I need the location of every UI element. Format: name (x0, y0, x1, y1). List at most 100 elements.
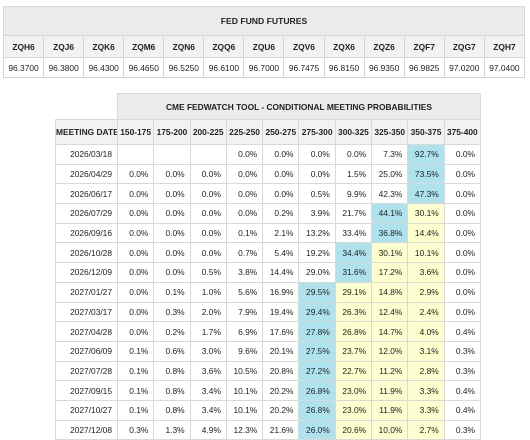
probability-cell: 25.0% (371, 163, 409, 185)
probability-cell: 10.1% (225, 380, 264, 401)
probability-cell: 20.2% (262, 380, 300, 401)
probability-cell: 0.6% (153, 340, 191, 362)
meeting-date: 2027/04/28 (55, 321, 118, 342)
probability-cell: 6.9% (225, 321, 264, 342)
futures-contract-row: ZQH6 ZQJ6 ZQK6 ZQM6 ZQN6 ZQQ6 ZQU6 ZQV6 ZQX6 ZQZ6… (2, 35, 526, 58)
probability-cell: 7.9% (225, 301, 264, 323)
contract-code: ZQG7 (443, 35, 485, 58)
probability-cell: 29.4% (298, 301, 336, 323)
fed-fund-futures-table: FED FUND FUTURES ZQH6 ZQJ6 ZQK6 ZQM6 ZQN6 ZQQ… (2, 6, 526, 78)
probability-cell: 0.0% (443, 281, 482, 303)
probability-cell: 20.2% (262, 399, 300, 421)
probability-cell: 5.6% (225, 281, 264, 303)
probability-cell: 30.1% (371, 242, 409, 264)
probability-cell: 27.2% (298, 360, 336, 382)
probability-cell: 10.1% (407, 242, 445, 264)
probability-cell: 12.0% (371, 340, 409, 362)
probability-cell: 2.8% (407, 360, 445, 382)
meeting-row: 2027/03/17 0.0% 0.3% 2.0% 7.9% 19.4% 29.4% 26.3… (55, 301, 482, 323)
probability-cell: 17.6% (262, 321, 300, 342)
meeting-date: 2026/09/16 (55, 222, 118, 244)
probability-cell: 2.9% (407, 281, 445, 303)
probability-cell: 0.1% (116, 360, 155, 382)
meeting-row: 2026/12/09 0.0% 0.0% 0.5% 3.8% 14.4% 29.0% 31.6… (55, 262, 482, 283)
probability-cell: 12.4% (371, 301, 409, 323)
probability-cell: 0.0% (443, 183, 482, 205)
probability-cell (116, 144, 155, 165)
probability-cell: 14.8% (371, 281, 409, 303)
probability-cell: 0.8% (153, 360, 191, 382)
meeting-row: 2027/10/27 0.1% 0.8% 3.4% 10.1% 20.2% 26.8% 23.… (55, 399, 482, 421)
futures-price-row: 96.3700 96.3800 96.4300 96.4650 96.5250 96.61… (2, 57, 526, 78)
probability-cell: 0.0% (262, 163, 300, 185)
meeting-date: 2027/07/28 (55, 360, 118, 382)
contract-price: 96.4300 (83, 57, 125, 78)
probability-cell: 0.2% (262, 203, 300, 224)
probability-cell: 10.0% (371, 419, 409, 440)
probability-cell: 0.0% (225, 144, 264, 165)
meeting-date: 2026/12/09 (55, 262, 118, 283)
probability-cell: 73.5% (407, 163, 445, 185)
probability-cell: 0.3% (443, 360, 482, 382)
probability-cell: 0.0% (116, 281, 155, 303)
probability-cell: 92.7% (407, 144, 445, 165)
meeting-row: 2026/03/18 0.0% 0.0% 0.0% 0.0% 7.3% 92.7% 0.0% (55, 144, 482, 165)
probability-cell: 0.5% (298, 183, 336, 205)
contract-code: ZQZ6 (363, 35, 405, 58)
rate-range-header: 350-375 (407, 119, 445, 145)
rate-range-header: 325-350 (371, 119, 409, 145)
probability-cell: 30.1% (407, 203, 445, 224)
probability-cell: 23.0% (334, 380, 373, 401)
probability-cell: 0.4% (443, 399, 482, 421)
probability-cell: 9.6% (225, 340, 264, 362)
probability-cell: 0.2% (153, 321, 191, 342)
contract-price: 96.7000 (243, 57, 285, 78)
probability-cell: 0.0% (443, 301, 482, 323)
probability-cell: 0.0% (153, 183, 191, 205)
probability-cell: 26.8% (298, 380, 336, 401)
probability-cell: 0.1% (153, 281, 191, 303)
probability-cell: 1.3% (153, 419, 191, 440)
futures-title: FED FUND FUTURES (3, 6, 525, 36)
probability-cell: 0.1% (116, 399, 155, 421)
probability-cell: 9.9% (334, 183, 373, 205)
probability-cell: 19.4% (262, 301, 300, 323)
probability-cell (189, 144, 227, 165)
probability-cell: 0.0% (153, 242, 191, 264)
futures-title-row: FED FUND FUTURES (3, 6, 525, 36)
probability-cell: 0.0% (262, 144, 300, 165)
meeting-row: 2026/04/29 0.0% 0.0% 0.0% 0.0% 0.0% 0.0% 1.5% 25… (55, 163, 482, 185)
probabilities-title: CME FEDWATCH TOOL - CONDITIONAL MEETING … (117, 93, 481, 120)
probability-cell: 3.3% (407, 380, 445, 401)
probability-cell: 14.7% (371, 321, 409, 342)
meeting-row: 2026/06/17 0.0% 0.0% 0.0% 0.0% 0.0% 0.5% 9.9% 42… (55, 183, 482, 205)
rate-range-header: 200-225 (189, 119, 227, 145)
probability-cell: 0.0% (225, 183, 264, 205)
probability-cell: 29.5% (298, 281, 336, 303)
probability-cell: 0.4% (443, 321, 482, 342)
probability-cell: 0.0% (116, 203, 155, 224)
contract-code: ZQM6 (123, 35, 165, 58)
meeting-date: 2027/01/27 (55, 281, 118, 303)
probability-cell: 13.2% (298, 222, 336, 244)
probability-cell: 27.5% (298, 340, 336, 362)
contract-code: ZQH6 (2, 35, 45, 58)
probability-cell: 0.8% (153, 399, 191, 421)
meeting-row: 2026/07/29 0.0% 0.0% 0.0% 0.0% 0.2% 3.9% 21.7% 4… (55, 203, 482, 224)
probability-cell: 12.3% (225, 419, 264, 440)
contract-price: 96.8150 (323, 57, 365, 78)
probability-cell: 2.4% (407, 301, 445, 323)
probability-cell: 31.6% (334, 262, 373, 283)
probability-cell: 0.0% (189, 183, 227, 205)
probability-cell: 0.0% (443, 222, 482, 244)
probability-cell: 0.0% (225, 203, 264, 224)
probability-cell: 0.0% (262, 183, 300, 205)
contract-price: 96.6100 (203, 57, 245, 78)
rate-range-header: 175-200 (153, 119, 191, 145)
meeting-row: 2026/10/28 0.0% 0.0% 0.0% 0.7% 5.4% 19.2% 34.4%… (55, 242, 482, 264)
meeting-date: 2027/09/15 (55, 380, 118, 401)
meeting-date-header: MEETING DATE (55, 119, 118, 145)
probability-cell: 0.0% (334, 144, 373, 165)
probability-cell: 0.3% (443, 419, 482, 440)
meeting-row: 2027/09/15 0.1% 0.8% 3.4% 10.1% 20.2% 26.8% 23.… (55, 380, 482, 401)
